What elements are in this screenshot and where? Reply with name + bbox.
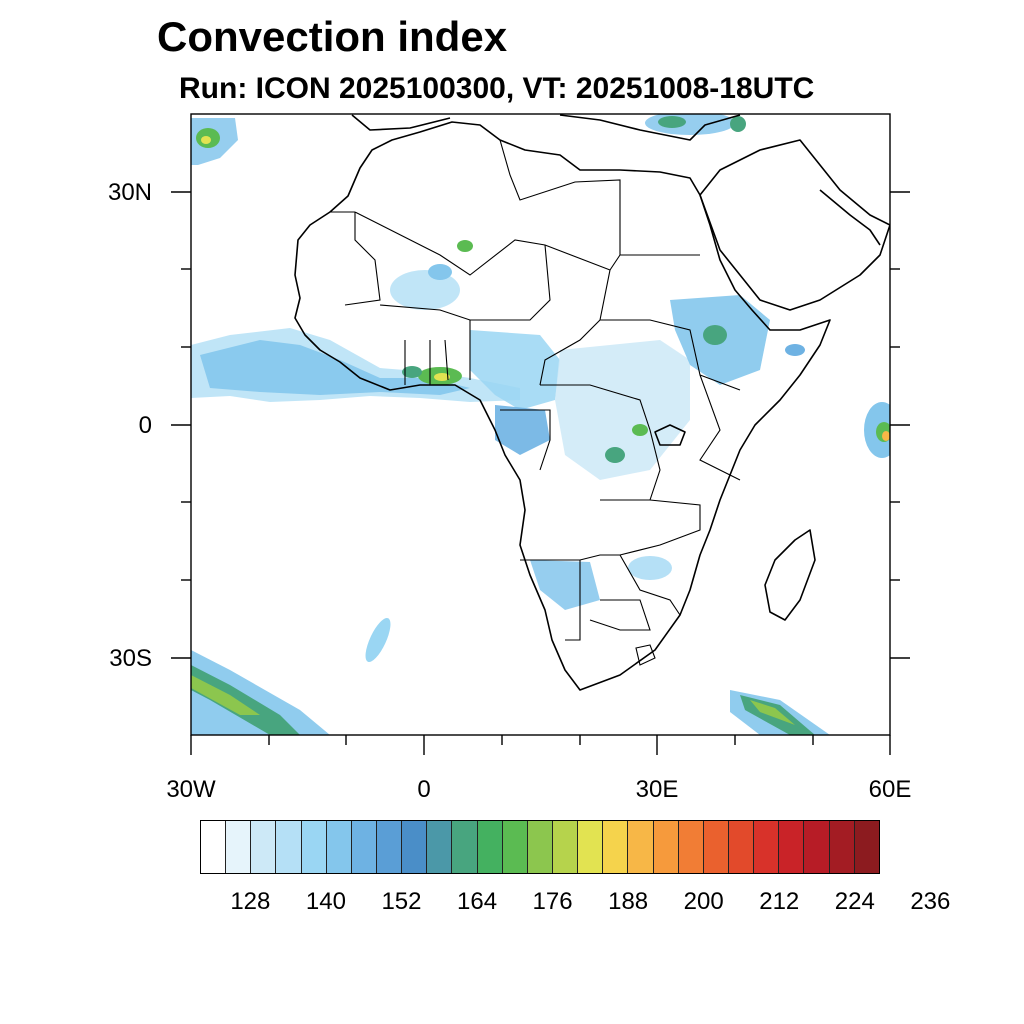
conv-sahel-west xyxy=(390,270,460,310)
mediterranean-coast xyxy=(351,114,741,141)
colorbar-tick-label: 140 xyxy=(305,888,346,915)
colorbar-swatch xyxy=(703,821,729,873)
conv-central-west xyxy=(470,330,560,410)
colorbar-swatch xyxy=(728,821,755,873)
colorbar-swatch xyxy=(754,821,780,873)
colorbar-swatch xyxy=(578,821,604,873)
colorbar-swatch xyxy=(854,821,879,873)
colorbar-swatch xyxy=(653,821,679,873)
colorbar-swatch xyxy=(804,821,830,873)
colorbar-swatch xyxy=(376,821,403,873)
conv-congo xyxy=(555,340,690,480)
lon-label-30w: 30W xyxy=(166,776,216,803)
colorbar-swatch xyxy=(276,821,302,873)
africa-coastline xyxy=(294,121,831,691)
colorbar-swatch xyxy=(603,821,629,873)
colorbar-swatch xyxy=(477,821,503,873)
colorbar-swatch xyxy=(779,821,805,873)
persian-gulf xyxy=(819,189,881,246)
colorbar-swatch xyxy=(527,821,553,873)
conv-sw-band xyxy=(191,650,330,735)
colorbar-swatch xyxy=(402,821,428,873)
arabia-coast xyxy=(699,139,890,311)
lat-ticks xyxy=(171,191,910,659)
colorbar-swatch xyxy=(351,821,377,873)
colorbar-tick-label: 176 xyxy=(532,888,573,915)
colorbar-swatch xyxy=(301,821,327,873)
conv-angola xyxy=(530,560,600,610)
convection-field xyxy=(191,114,890,735)
lon-label-30e: 30E xyxy=(635,776,679,803)
coastlines xyxy=(294,114,890,691)
colorbar-swatch xyxy=(201,821,227,873)
colorbar-swatch xyxy=(427,821,453,873)
lat-label-30n: 30N xyxy=(107,179,152,206)
colorbar-swatch xyxy=(829,821,855,873)
chart-subtitle: Run: ICON 2025100300, VT: 20251008-18UTC xyxy=(179,72,815,105)
colorbar-swatch xyxy=(502,821,528,873)
colorbar-swatch xyxy=(678,821,704,873)
lon-ticks xyxy=(190,735,891,755)
madagascar xyxy=(764,529,816,621)
colorbar-tick-label: 200 xyxy=(683,888,724,915)
conv-gabon xyxy=(495,405,550,455)
lake-victoria xyxy=(654,424,686,446)
conv-south-atlantic-blob xyxy=(365,617,391,663)
colorbar-tick-label: 128 xyxy=(230,888,271,915)
colorbar-swatch xyxy=(452,821,478,873)
colorbar-swatch xyxy=(226,821,252,873)
lon-label-0: 0 xyxy=(417,776,431,803)
colorbar-swatch xyxy=(326,821,352,873)
lon-label-60e: 60E xyxy=(868,776,912,803)
colorbar xyxy=(200,820,880,874)
lat-label-0: 0 xyxy=(138,412,152,439)
colorbar-tick-label: 152 xyxy=(381,888,422,915)
colorbar-tick-label: 236 xyxy=(910,888,951,915)
colorbar-swatch xyxy=(628,821,654,873)
colorbar-tick-label: 188 xyxy=(608,888,649,915)
colorbar-swatch xyxy=(251,821,277,873)
colorbar-tick-label: 212 xyxy=(759,888,800,915)
lat-label-30s: 30S xyxy=(109,645,152,672)
colorbar-tick-label: 224 xyxy=(834,888,875,915)
chart-title: Convection index xyxy=(157,13,508,60)
colorbar-swatch xyxy=(552,821,579,873)
country-borders xyxy=(330,139,741,666)
colorbar-tick-label: 164 xyxy=(457,888,498,915)
